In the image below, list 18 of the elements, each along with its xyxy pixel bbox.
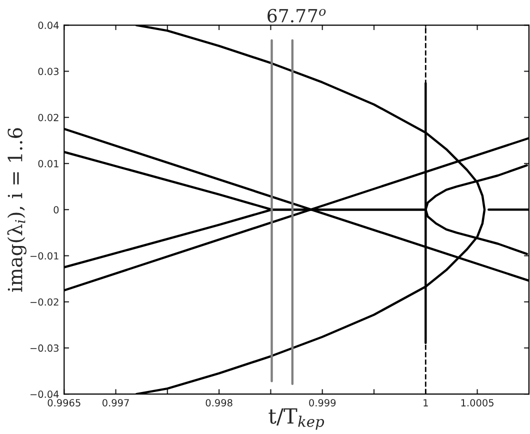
y-tick-label: 0.01 bbox=[38, 160, 58, 168]
y-axis-title: imag(λ$_{i}$), i = 1..6 bbox=[7, 128, 26, 292]
x-tick-label: 1.0005 bbox=[461, 399, 494, 406]
x-tick-label: 0.9965 bbox=[48, 399, 80, 406]
y-tick-label: 0.02 bbox=[38, 114, 58, 122]
y-tick-label: −0.01 bbox=[30, 252, 58, 260]
y-tick-label: −0.02 bbox=[30, 298, 58, 306]
y-tick-label: 0 bbox=[54, 206, 59, 214]
y-tick-label: 0.03 bbox=[38, 68, 58, 76]
x-tick-label: 0.997 bbox=[102, 399, 129, 406]
y-tick-label: 0.04 bbox=[38, 22, 59, 30]
y-tick-label: −0.03 bbox=[30, 344, 58, 352]
chart-title: 67.77$^{o}$ bbox=[268, 8, 326, 23]
x-tick-label: 0.999 bbox=[309, 399, 336, 406]
x-tick-label: 0.998 bbox=[206, 399, 232, 406]
x-tick-label: 1 bbox=[424, 399, 428, 406]
x-axis-title: t/T$_{kep}$ bbox=[268, 408, 324, 430]
y-tick-label: −0.04 bbox=[30, 390, 59, 398]
